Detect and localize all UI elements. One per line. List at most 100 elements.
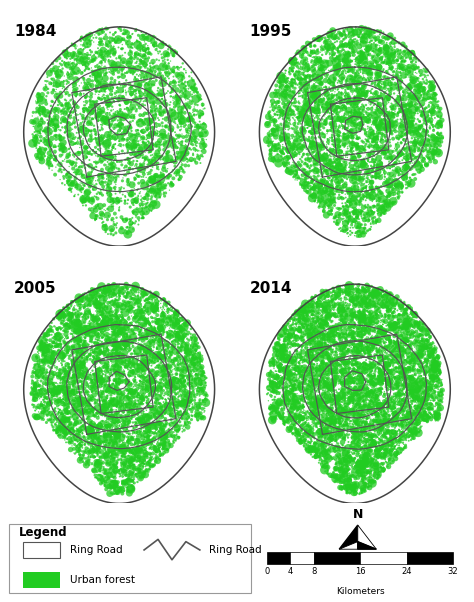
Point	[102, 344, 110, 354]
Point	[295, 436, 303, 445]
Point	[280, 391, 288, 401]
Point	[323, 394, 330, 404]
Point	[172, 92, 180, 102]
Point	[365, 311, 373, 320]
Point	[379, 286, 387, 296]
Point	[85, 312, 92, 322]
Point	[355, 467, 362, 476]
Point	[349, 384, 357, 394]
Point	[179, 324, 186, 334]
Point	[130, 112, 138, 122]
Point	[64, 350, 71, 360]
Point	[354, 100, 361, 110]
Point	[415, 427, 422, 437]
Point	[344, 320, 352, 330]
Point	[385, 373, 393, 383]
Point	[374, 185, 382, 194]
Point	[61, 143, 68, 153]
Point	[369, 340, 377, 350]
Point	[133, 322, 140, 332]
Point	[361, 126, 368, 135]
Point	[78, 140, 86, 150]
Point	[158, 403, 165, 412]
Point	[374, 310, 382, 320]
Point	[74, 297, 82, 306]
Point	[40, 118, 48, 128]
Point	[381, 123, 388, 133]
Point	[95, 110, 102, 120]
Point	[150, 454, 157, 464]
Point	[335, 320, 342, 330]
Point	[123, 445, 130, 455]
Point	[297, 107, 305, 117]
Point	[110, 397, 118, 406]
Point	[153, 297, 160, 307]
Point	[98, 421, 106, 431]
Point	[169, 342, 176, 352]
Point	[128, 293, 136, 303]
Point	[356, 305, 364, 315]
Point	[175, 138, 183, 148]
Point	[166, 371, 174, 380]
Point	[342, 417, 349, 426]
Point	[91, 433, 99, 442]
Point	[37, 343, 45, 353]
Point	[360, 74, 368, 84]
Point	[79, 200, 87, 210]
Point	[303, 99, 310, 108]
Point	[308, 335, 316, 345]
Point	[161, 408, 168, 418]
Point	[365, 430, 372, 439]
Point	[290, 152, 297, 162]
Point	[186, 102, 193, 112]
Point	[124, 406, 132, 416]
Point	[153, 351, 160, 361]
Point	[389, 347, 396, 356]
Point	[119, 335, 127, 345]
Point	[172, 319, 180, 329]
Point	[385, 73, 392, 83]
Point	[393, 67, 401, 77]
Point	[320, 175, 328, 185]
Point	[121, 459, 128, 469]
Point	[74, 318, 82, 328]
Point	[392, 377, 400, 387]
Point	[132, 294, 139, 304]
Point	[410, 385, 418, 394]
Point	[82, 79, 89, 88]
Point	[72, 180, 79, 190]
Point	[352, 418, 360, 428]
Point	[265, 129, 273, 138]
Point	[368, 377, 375, 386]
Point	[341, 315, 348, 325]
Point	[160, 413, 168, 423]
Point	[374, 296, 381, 305]
Point	[368, 473, 375, 482]
Point	[162, 419, 170, 429]
Point	[134, 477, 141, 487]
Point	[176, 343, 183, 353]
Point	[314, 345, 322, 355]
Point	[422, 137, 430, 146]
Point	[333, 122, 340, 131]
Point	[286, 347, 293, 356]
Point	[386, 350, 394, 359]
Point	[356, 382, 364, 392]
Point	[121, 71, 129, 81]
Point	[402, 418, 410, 427]
Point	[391, 414, 398, 424]
Point	[359, 160, 367, 170]
Point	[103, 335, 110, 345]
Point	[363, 345, 371, 355]
Point	[190, 343, 197, 353]
Point	[109, 489, 117, 498]
Point	[160, 84, 167, 94]
Point	[63, 334, 70, 344]
Point	[154, 179, 162, 188]
Point	[70, 40, 78, 50]
Point	[430, 152, 438, 162]
Point	[343, 410, 351, 420]
Point	[343, 464, 350, 473]
Point	[105, 397, 113, 406]
Point	[370, 343, 377, 352]
